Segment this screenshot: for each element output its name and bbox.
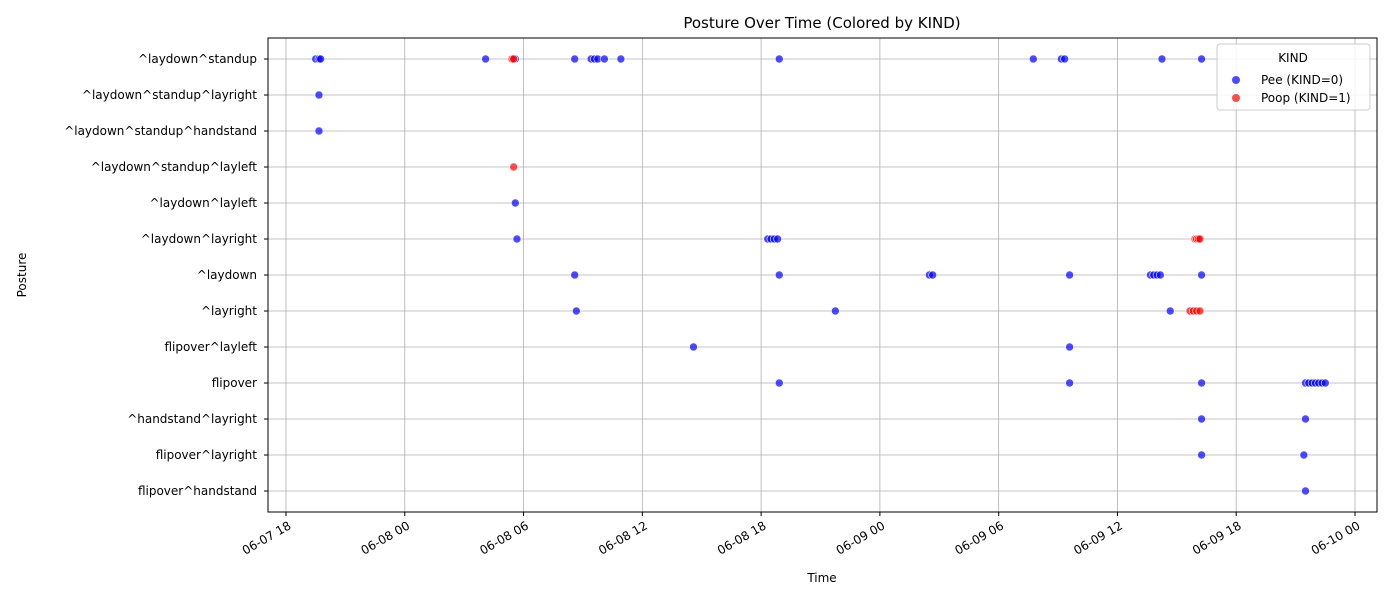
x-tick-label: 06-07 18: [240, 518, 294, 557]
pee-point: [1301, 486, 1310, 496]
x-tick-label: 06-09 12: [1071, 518, 1125, 557]
y-tick-label: ^laydown^standup^layleft: [91, 160, 258, 174]
pee-point: [1029, 54, 1038, 64]
x-tick-label: 06-08 00: [359, 518, 413, 557]
pee-point: [1301, 414, 1310, 424]
legend: KIND Pee (KIND=0) Poop (KIND=1): [1216, 43, 1371, 111]
x-tick-label: 06-09 18: [1190, 518, 1244, 557]
grid-lines: [268, 38, 1377, 512]
pee-point: [1165, 306, 1175, 316]
pee-point: [774, 378, 784, 388]
x-tick-label: 06-08 12: [596, 518, 650, 557]
pee-point: [1197, 414, 1206, 424]
poop-point: [509, 54, 518, 64]
x-tick-label: 06-09 06: [952, 518, 1006, 557]
x-tick-label: 06-10 00: [1309, 518, 1363, 557]
pee-point: [1065, 342, 1074, 352]
y-tick-label: ^handstand^layright: [127, 412, 257, 426]
pee-point: [1065, 270, 1074, 280]
data-points: [311, 54, 1330, 496]
pee-point: [570, 54, 579, 64]
pee-point: [774, 54, 784, 64]
legend-marker-pee: [1232, 76, 1240, 84]
pee-point: [481, 54, 490, 64]
pee-point: [1321, 378, 1330, 388]
pee-point: [1157, 54, 1167, 64]
y-tick-label: ^laydown^standup^handstand: [64, 124, 257, 138]
pee-point: [572, 306, 581, 316]
poop-point: [1195, 234, 1205, 244]
pee-point: [570, 270, 579, 280]
pee-point: [511, 198, 520, 208]
y-tick-label: ^laydown^standup: [138, 52, 257, 66]
legend-title: KIND: [1278, 51, 1308, 65]
pee-point: [1299, 450, 1309, 460]
pee-point: [1060, 54, 1069, 64]
y-tick-label: flipover: [212, 376, 257, 390]
pee-point: [1197, 54, 1206, 64]
pee-point: [616, 54, 626, 64]
y-axis-ticks: ^laydown^standup ^laydown^standup^layrigh…: [64, 52, 268, 498]
pee-point: [512, 234, 522, 244]
poop-point: [1195, 306, 1205, 316]
legend-marker-poop: [1232, 94, 1240, 102]
y-tick-label: ^laydown^layright: [141, 232, 258, 246]
pee-point: [316, 54, 325, 64]
pee-point: [1065, 378, 1074, 388]
y-tick-label: ^layright: [201, 304, 257, 318]
pee-point: [1156, 270, 1165, 280]
pee-point: [774, 270, 784, 280]
y-tick-label: flipover^layleft: [164, 340, 257, 354]
chart-title: Posture Over Time (Colored by KIND): [683, 14, 960, 32]
poop-point: [509, 162, 518, 172]
legend-label-poop: Poop (KIND=1): [1261, 91, 1351, 105]
y-tick-label: ^laydown^layleft: [149, 196, 257, 210]
y-tick-label: flipover^layright: [156, 448, 258, 462]
pee-point: [773, 234, 782, 244]
x-tick-label: 06-09 00: [834, 518, 888, 557]
pee-point: [928, 270, 937, 280]
x-axis-ticks: 06-07 18 06-08 00 06-08 06 06-08 12 06-08 18…: [240, 512, 1363, 558]
pee-point: [831, 306, 840, 316]
legend-box: [1216, 43, 1371, 111]
y-tick-label: ^laydown: [197, 268, 257, 282]
pee-point: [1197, 450, 1206, 460]
x-tick-label: 06-08 18: [715, 518, 769, 557]
y-tick-label: flipover^handstand: [138, 484, 257, 498]
y-tick-label: ^laydown^standup^layright: [82, 88, 257, 102]
pee-point: [314, 126, 324, 136]
pee-point: [314, 90, 324, 100]
y-axis-title: Posture: [15, 253, 29, 298]
pee-point: [1197, 270, 1206, 280]
x-tick-label: 06-08 06: [477, 518, 531, 557]
x-axis-title: Time: [806, 571, 836, 585]
legend-label-pee: Pee (KIND=0): [1261, 73, 1343, 87]
pee-point: [689, 342, 698, 352]
pee-point: [600, 54, 609, 64]
pee-point: [1197, 378, 1206, 388]
